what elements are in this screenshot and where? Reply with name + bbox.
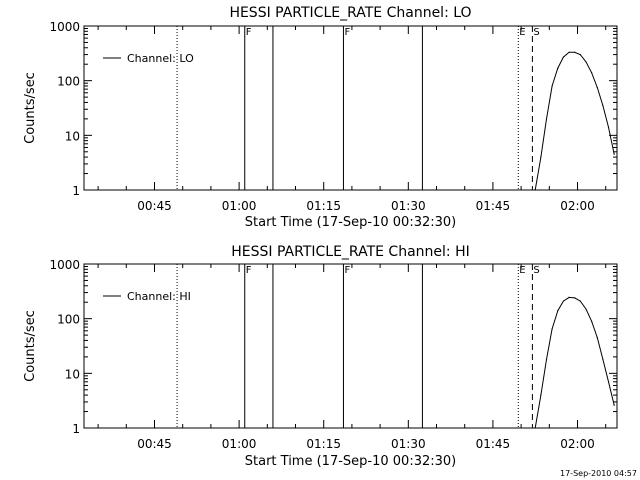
event-marker-label: S [533, 27, 539, 38]
x-axis-label: Start Time (17-Sep-10 00:32:30) [245, 215, 456, 230]
data-point [557, 67, 559, 69]
data-point [545, 358, 548, 360]
data-point [574, 297, 576, 299]
data-point [568, 51, 570, 53]
y-tick-label: 1000 [49, 20, 80, 34]
data-point [602, 358, 604, 360]
x-tick-label: 01:00 [222, 199, 257, 213]
data-point [591, 320, 593, 322]
y-tick-label: 100 [57, 313, 80, 327]
y-tick-label: 10 [65, 367, 80, 381]
legend-label: Channel: LO [127, 52, 194, 65]
x-tick-label: 01:45 [476, 199, 511, 213]
x-tick-label: 01:15 [306, 437, 341, 451]
y-axis-label: Counts/sec [23, 72, 38, 144]
data-point [613, 153, 615, 155]
data-point [574, 51, 576, 53]
x-tick-label: 00:45 [137, 437, 172, 451]
event-marker-label: F [344, 27, 350, 38]
data-point [579, 300, 581, 302]
data-point [562, 300, 565, 302]
data-point [551, 328, 553, 330]
chart-title: HESSI PARTICLE_RATE Channel: LO [229, 5, 471, 21]
x-tick-label: 00:45 [137, 199, 172, 213]
legend-label: Channel: HI [127, 290, 191, 303]
event-marker-label: E [519, 265, 525, 276]
data-point [613, 404, 615, 406]
series-line [534, 296, 615, 429]
data-point [557, 310, 559, 312]
chart-title: HESSI PARTICLE_RATE Channel: HI [231, 244, 469, 260]
data-point [596, 337, 598, 339]
data-point [534, 189, 536, 191]
series-line [534, 51, 615, 191]
chart-panel-lo: HESSI PARTICLE_RATE Channel: LO 1 10 100 100… [23, 5, 618, 230]
data-point [562, 56, 565, 58]
y-axis-label: Counts/sec [23, 310, 38, 382]
event-marker-label: F [246, 265, 252, 276]
event-marker-label: F [246, 27, 252, 38]
x-tick-label: 02:00 [560, 437, 595, 451]
y-tick-label: 1000 [49, 258, 80, 272]
x-tick-label: 01:45 [476, 437, 511, 451]
chart-panel-hi: HESSI PARTICLE_RATE Channel: HI 1 10 100 100… [23, 244, 618, 469]
plot-frame [83, 263, 618, 429]
data-point [596, 86, 598, 89]
data-point [534, 427, 536, 429]
data-point [585, 61, 587, 63]
data-point [540, 394, 542, 396]
plot-frame [83, 25, 618, 191]
x-tick-label: 01:30 [391, 199, 426, 213]
data-point [585, 308, 587, 310]
data-point [607, 126, 610, 128]
data-point [607, 381, 610, 383]
event-marker-label: S [533, 265, 539, 276]
data-point [568, 296, 570, 298]
x-tick-label: 01:00 [222, 437, 257, 451]
data-point [591, 72, 593, 74]
x-tick-label: 01:30 [391, 437, 426, 451]
y-tick-label: 10 [65, 129, 80, 143]
data-point [545, 118, 548, 120]
x-tick-label: 01:15 [306, 199, 341, 213]
y-tick-label: 1 [72, 184, 80, 198]
y-tick-label: 1 [72, 422, 80, 436]
data-point [602, 104, 604, 107]
x-tick-label: 02:00 [560, 199, 595, 213]
x-axis-label: Start Time (17-Sep-10 00:32:30) [245, 454, 456, 469]
data-point [579, 53, 581, 56]
event-marker-label: F [344, 265, 350, 276]
y-tick-label: 100 [57, 75, 80, 89]
data-point [540, 156, 542, 158]
event-marker-label: E [519, 27, 525, 38]
footer-timestamp: 17-Sep-2010 04:57 [560, 469, 637, 478]
data-point [551, 85, 553, 87]
